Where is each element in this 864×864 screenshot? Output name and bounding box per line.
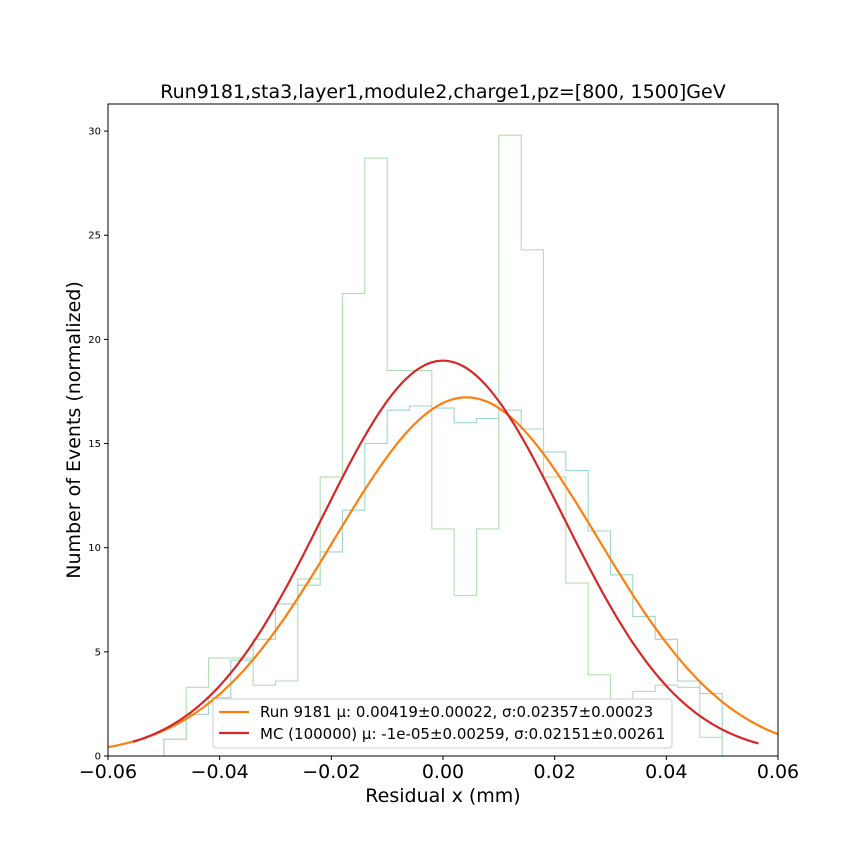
legend-frame (212, 698, 673, 749)
x-tick-label: −0.02 (302, 761, 360, 783)
y-tick-label: 30 (88, 127, 101, 138)
y-tick-label: 15 (88, 439, 101, 450)
y-tick-label: 0 (95, 752, 101, 763)
x-tick-label: 0.04 (645, 761, 687, 783)
fit-curve-1 (132, 359, 759, 745)
legend-label-mc: MC (100000) μ: -1e-05±0.00259, σ:0.02151… (260, 725, 665, 743)
legend-label-run: Run 9181 μ: 0.00419±0.00022, σ:0.02357±0… (260, 703, 653, 721)
x-tick-label: 0.00 (422, 761, 464, 783)
y-tick-label: 20 (88, 335, 101, 346)
x-tick-label: −0.06 (79, 761, 137, 783)
y-axis-label: Number of Events (normalized) (63, 281, 85, 579)
fit-curve-0 (107, 396, 779, 749)
y-axis: 0 5 10 15 20 25 30 (88, 127, 108, 763)
x-tick-label: −0.04 (191, 761, 249, 783)
legend: Run 9181 μ: 0.00419±0.00022, σ:0.02357±0… (212, 698, 673, 749)
chart-title: Run9181,sta3,layer1,module2,charge1,pz=[… (160, 81, 725, 103)
y-tick-label: 10 (88, 543, 101, 554)
y-tick-label: 25 (88, 231, 101, 242)
x-tick-label: 0.06 (757, 761, 799, 783)
x-tick-label: 0.02 (534, 761, 576, 783)
y-tick-label: 5 (95, 647, 101, 658)
fit-curves (107, 359, 779, 749)
x-axis-label: Residual x (mm) (365, 785, 520, 807)
x-axis: −0.06 −0.04 −0.02 0.00 0.02 0.04 0.06 (79, 756, 799, 783)
histogram-1 (163, 134, 723, 756)
